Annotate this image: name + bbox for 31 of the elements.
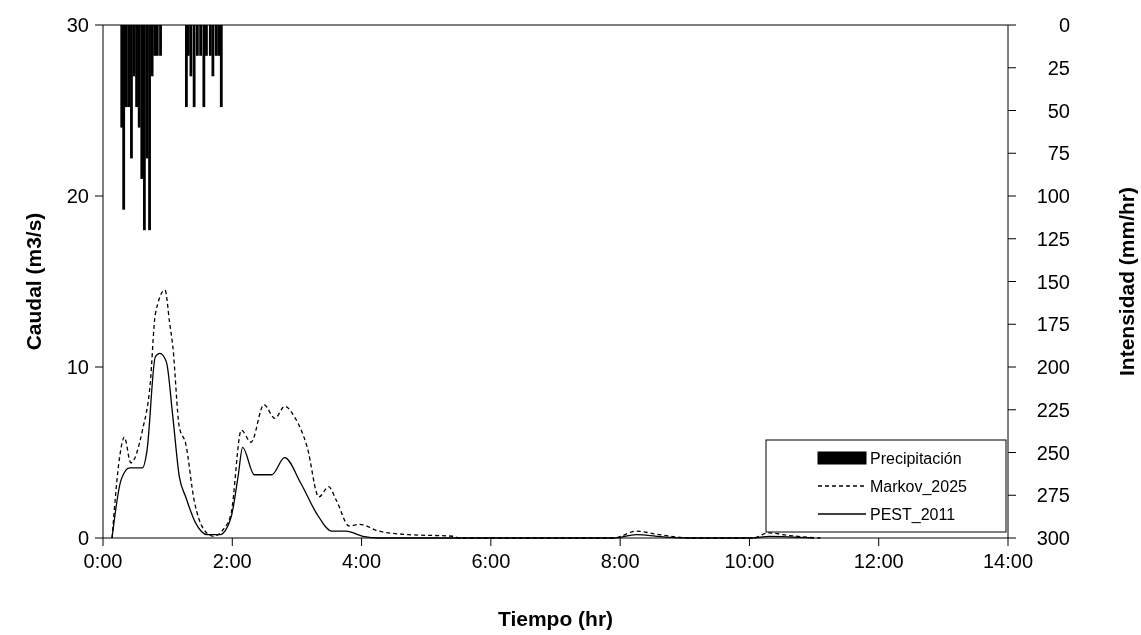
legend-label: PEST_2011 bbox=[870, 506, 956, 524]
y2-tick-label: 25 bbox=[1047, 56, 1070, 79]
y2-tick-label: 225 bbox=[1036, 398, 1070, 421]
y2-tick-label: 0 bbox=[1058, 14, 1070, 36]
y2-tick-label: 150 bbox=[1036, 270, 1070, 293]
y2-tick-label: 200 bbox=[1036, 356, 1070, 378]
legend-label: Precipitación bbox=[870, 450, 962, 467]
y-tick-label: 10 bbox=[66, 356, 89, 378]
y2-tick-label: 50 bbox=[1047, 99, 1070, 122]
legend-label: Markov_2025 bbox=[870, 478, 968, 496]
x-axis-title: Tiempo (hr) bbox=[497, 607, 614, 630]
y-tick-label: 30 bbox=[66, 14, 89, 36]
y2-tick-label: 300 bbox=[1036, 527, 1070, 549]
x-tick-label: 2:00 bbox=[212, 550, 252, 572]
y2-tick-label: 125 bbox=[1036, 227, 1070, 250]
y2-tick-label: 75 bbox=[1047, 142, 1070, 165]
y-axis-title: Caudal (m3/s) bbox=[22, 212, 45, 351]
y-tick-label: 20 bbox=[66, 185, 89, 207]
x-tick-label: 4:00 bbox=[342, 550, 382, 572]
y2-tick-label: 175 bbox=[1036, 313, 1070, 336]
y2-tick-label: 275 bbox=[1036, 484, 1070, 507]
x-tick-label: 12:00 bbox=[853, 550, 904, 572]
x-tick-label: 0:00 bbox=[83, 550, 123, 572]
y-tick-label: 0 bbox=[77, 527, 89, 549]
x-tick-label: 14:00 bbox=[982, 550, 1034, 572]
x-tick-label: 8:00 bbox=[600, 550, 640, 572]
y2-axis-title: Intensidad (mm/hr) bbox=[1115, 186, 1138, 377]
y2-tick-label: 100 bbox=[1036, 185, 1070, 207]
x-tick-label: 10:00 bbox=[724, 550, 775, 572]
x-tick-label: 6:00 bbox=[471, 550, 511, 572]
y2-tick-label: 250 bbox=[1036, 441, 1070, 464]
